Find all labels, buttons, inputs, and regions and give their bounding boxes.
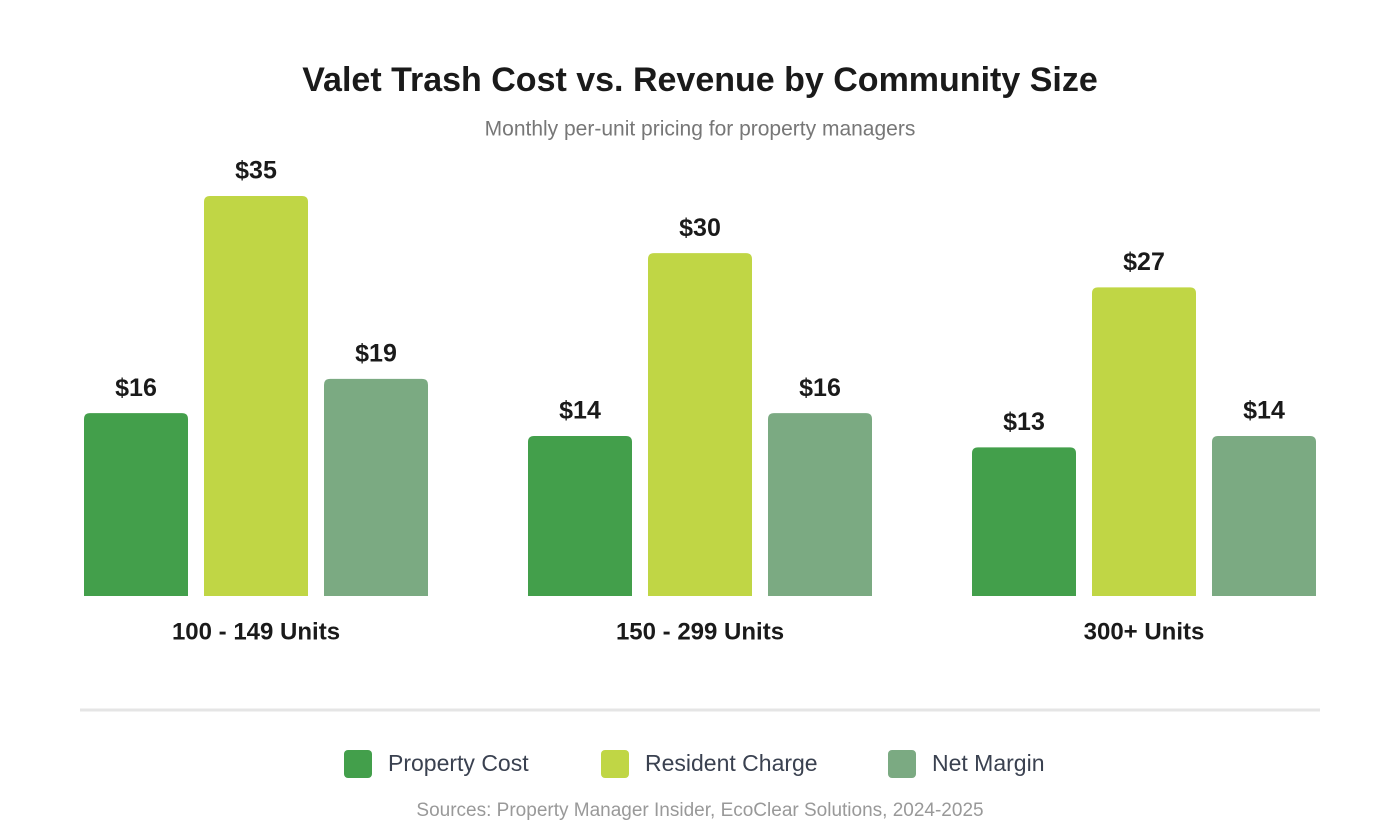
data-label: $19 bbox=[355, 339, 397, 367]
bar bbox=[972, 447, 1076, 596]
legend-label: Property Cost bbox=[388, 750, 529, 776]
bar bbox=[1212, 436, 1316, 596]
legend-label: Resident Charge bbox=[645, 750, 818, 776]
chart-subtitle: Monthly per-unit pricing for property ma… bbox=[485, 118, 916, 141]
bar bbox=[1092, 287, 1196, 596]
data-label: $35 bbox=[235, 157, 277, 185]
data-label: $30 bbox=[679, 214, 721, 242]
data-label: $27 bbox=[1123, 248, 1165, 276]
data-label: $14 bbox=[1243, 397, 1285, 425]
source-note: Sources: Property Manager Insider, EcoCl… bbox=[416, 800, 983, 821]
bar bbox=[324, 378, 428, 596]
bar bbox=[84, 413, 188, 596]
chart-title: Valet Trash Cost vs. Revenue by Communit… bbox=[302, 61, 1097, 99]
legend-swatch bbox=[344, 750, 372, 778]
x-tick-label: 100 - 149 Units bbox=[172, 618, 340, 645]
x-tick-label: 300+ Units bbox=[1084, 618, 1205, 645]
bar bbox=[528, 436, 632, 596]
x-tick-label: 150 - 299 Units bbox=[616, 618, 784, 645]
data-label: $13 bbox=[1003, 408, 1045, 436]
bar bbox=[204, 196, 308, 596]
data-label: $16 bbox=[799, 374, 841, 402]
legend-swatch bbox=[888, 750, 916, 778]
bar bbox=[648, 253, 752, 596]
legend-swatch bbox=[601, 750, 629, 778]
legend-label: Net Margin bbox=[932, 750, 1044, 776]
data-label: $14 bbox=[559, 397, 601, 425]
data-label: $16 bbox=[115, 374, 157, 402]
bar bbox=[768, 413, 872, 596]
